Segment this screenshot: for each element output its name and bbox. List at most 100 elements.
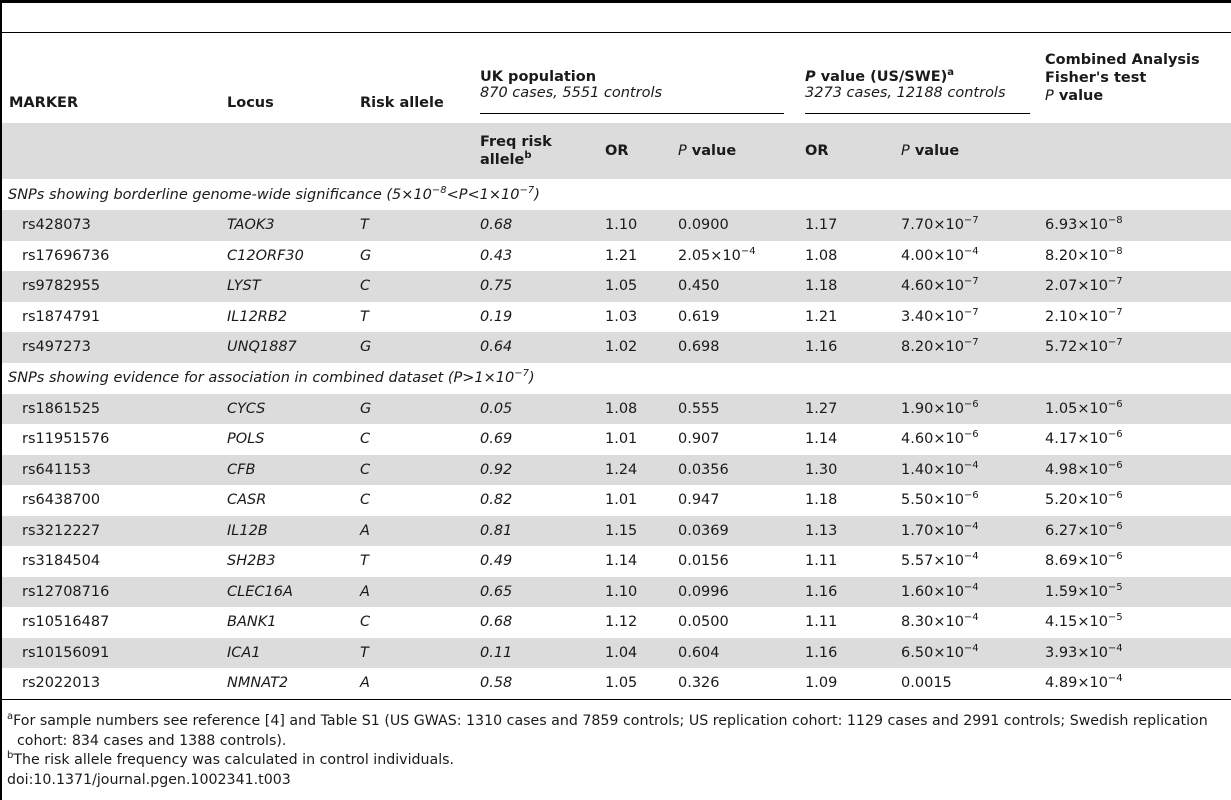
cell-uk-or: 1.03: [605, 308, 638, 325]
cell-risk-allele: T: [360, 308, 369, 325]
subheader-row: Freq risk alleleb OR P value OR P value: [2, 123, 1231, 179]
uk-p-value: 2.05×10: [678, 247, 741, 264]
section-title-end: ): [534, 186, 540, 203]
table-row: rs1861525 CYCS G 0.05 1.08 0.555 1.27 1.90×10−6…: [2, 393, 1231, 424]
cell-locus: ICA1: [220, 637, 353, 668]
cell-risk-allele: A: [353, 668, 473, 700]
combined-p-value: 3.93×10: [1045, 644, 1108, 661]
footnote-b-text: The risk allele frequency was calculated…: [13, 752, 455, 768]
cell-risk-allele: G: [353, 332, 473, 363]
cell-us-or: 1.14: [805, 431, 838, 448]
cell-locus: IL12B: [220, 515, 353, 546]
footnote-a: aFor sample numbers see reference [4] an…: [7, 712, 1231, 732]
cell-us-p: 3.40×10−7: [894, 302, 1038, 333]
cell-combined-p: 1.05×10−6: [1038, 393, 1231, 424]
table-row: rs9782955 LYST C 0.75 1.05 0.450 1.18 4.60×10−7…: [2, 271, 1231, 302]
combined-p-exp: −6: [1107, 490, 1123, 502]
cell-combined-p: 5.72×10−7: [1038, 332, 1231, 363]
top-rule: [0, 0, 1231, 3]
empty-cell: [353, 123, 473, 179]
freq-line2: allele: [480, 152, 525, 168]
cell-marker: rs641153: [2, 454, 220, 485]
combined-p-exp: −5: [1107, 581, 1123, 593]
us-p-value: 1.90×10: [901, 400, 964, 417]
cell-uk-or: 1.01: [605, 492, 638, 509]
section-header-row: SNPs showing evidence for association in…: [2, 363, 1231, 394]
cell-combined-p: 4.98×10−6: [1038, 454, 1231, 485]
cell-us-p: 5.50×10−6: [894, 485, 1038, 516]
us-p-exp: −7: [963, 306, 979, 318]
col-us-p: P value: [894, 123, 1039, 179]
cell-freq: 0.05: [473, 393, 598, 424]
footnote-b-marker: b: [7, 750, 14, 761]
cell-locus: CLEC16A: [220, 576, 353, 607]
cell-marker: rs1874791: [22, 308, 101, 325]
combined-p-value: 5.20×10: [1045, 492, 1108, 509]
uk-p-italic: P: [678, 143, 687, 159]
uk-p-value: 0.0900: [678, 217, 729, 234]
us-p-exp: −4: [963, 520, 979, 532]
combined-p-value: 8.69×10: [1045, 553, 1108, 570]
cell-risk-allele: T: [353, 210, 473, 241]
cell-combined-p: 2.10×10−7: [1038, 302, 1231, 333]
cell-us-p: 1.60×10−4: [894, 576, 1039, 607]
section-title: SNPs showing borderline genome-wide sign…: [2, 179, 1231, 210]
cell-us-or: 1.17: [798, 210, 895, 241]
uk-p-value: 0.604: [678, 644, 720, 661]
uk-p-value: 0.0356: [678, 461, 729, 478]
combined-p-exp: −7: [1107, 276, 1123, 288]
cell-combined-p: 6.93×10−8: [1038, 210, 1231, 241]
us-p-value: 4.60×10: [901, 278, 964, 295]
uk-p-value: 0.555: [678, 400, 720, 417]
cell-risk-allele: C: [360, 431, 371, 448]
table-row: rs497273 UNQ1887 G 0.64 1.02 0.698 1.16 8.20×10…: [2, 332, 1231, 363]
cell-risk-allele: C: [360, 492, 371, 509]
cell-uk-or: 1.05: [598, 271, 671, 302]
cell-locus: UNQ1887: [220, 332, 353, 363]
us-p-exp: −4: [963, 612, 979, 624]
cell-marker: rs6438700: [22, 492, 101, 509]
combined-p-exp: −7: [1107, 306, 1123, 318]
col-freq-risk-allele: Freq risk alleleb: [473, 123, 598, 179]
cell-marker: rs17696736: [22, 247, 110, 264]
combined-p-exp: −4: [1107, 642, 1123, 654]
col-uk-p: P value: [671, 123, 799, 179]
cell-marker: rs497273: [2, 332, 220, 363]
combined-p: P: [1045, 88, 1054, 104]
combined-p-value: 6.27×10: [1045, 522, 1108, 539]
uk-p-value: 0.326: [678, 675, 720, 692]
table-row: rs3184504 SH2B3 T 0.49 1.14 0.0156 1.11 5.57×10…: [2, 546, 1231, 577]
us-p-exp: −6: [963, 490, 979, 502]
cell-freq: 0.11: [473, 637, 598, 668]
footnote-b: bThe risk allele frequency was calculate…: [7, 751, 1231, 771]
cell-marker: rs428073: [2, 210, 220, 241]
header-row: MARKER Locus Risk allele UK population 8…: [2, 32, 1231, 124]
cell-uk-p: 0.0356: [671, 454, 799, 485]
col-uk-population: UK population 870 cases, 5551 controls: [473, 33, 798, 124]
cell-us-or: 1.13: [798, 515, 895, 546]
cell-risk-allele: A: [353, 576, 473, 607]
cell-us-p: 1.40×10−4: [894, 454, 1039, 485]
cell-uk-or: 1.10: [598, 576, 671, 607]
cell-locus: SH2B3: [227, 553, 276, 570]
cell-freq: 0.81: [473, 515, 598, 546]
cell-risk-allele: C: [353, 271, 473, 302]
footnote-a-cont: cohort: 834 cases and 1388 controls).: [17, 732, 287, 749]
combined-p-exp: −6: [1107, 398, 1123, 410]
cell-locus: CYCS: [220, 393, 353, 424]
us-p-value: 5.50×10: [901, 492, 964, 509]
us-p-exp: −4: [963, 551, 979, 563]
cell-combined-p: 8.69×10−6: [1038, 546, 1231, 577]
us-p-value: 7.70×10: [901, 217, 964, 234]
cell-locus: IL12RB2: [227, 308, 288, 325]
section-title-text: SNPs showing evidence for association in…: [8, 370, 515, 386]
cell-marker: rs1861525: [2, 393, 220, 424]
cell-uk-or: 1.10: [598, 210, 671, 241]
us-p-exp: −4: [963, 581, 979, 593]
combined-p-exp: −5: [1107, 612, 1123, 624]
cell-locus: CFB: [220, 454, 353, 485]
us-title-p: P: [805, 68, 816, 85]
cell-us-or: 1.16: [798, 637, 895, 668]
col-marker: MARKER: [9, 95, 79, 111]
cell-us-p: 4.60×10−6: [894, 424, 1038, 455]
